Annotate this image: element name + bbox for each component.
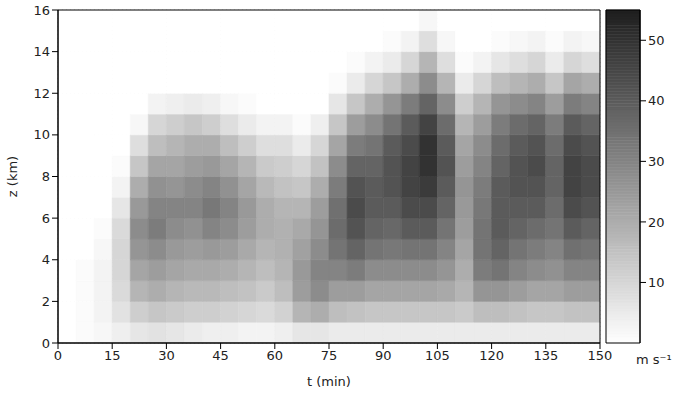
svg-text:2: 2 (42, 294, 50, 309)
svg-text:30: 30 (648, 154, 665, 169)
svg-text:90: 90 (375, 348, 392, 363)
svg-text:20: 20 (648, 215, 665, 230)
svg-text:14: 14 (33, 44, 50, 59)
svg-text:30: 30 (158, 348, 175, 363)
svg-text:50: 50 (648, 33, 665, 48)
svg-text:8: 8 (42, 169, 50, 184)
svg-text:45: 45 (212, 348, 229, 363)
svg-text:120: 120 (479, 348, 504, 363)
svg-text:15: 15 (104, 348, 121, 363)
svg-text:135: 135 (533, 348, 558, 363)
svg-text:40: 40 (648, 93, 665, 108)
svg-text:75: 75 (321, 348, 338, 363)
svg-text:t (min): t (min) (307, 374, 351, 389)
svg-text:0: 0 (54, 348, 62, 363)
svg-text:10: 10 (648, 275, 665, 290)
svg-text:z (km): z (km) (5, 156, 20, 197)
svg-text:12: 12 (33, 86, 50, 101)
html-text:m s⁻¹: m s⁻¹ (636, 352, 672, 367)
svg-text:4: 4 (42, 252, 50, 267)
svg-text:150: 150 (588, 348, 612, 363)
svg-text:0: 0 (42, 336, 50, 351)
svg-text:10: 10 (33, 127, 50, 142)
svg-text:60: 60 (267, 348, 284, 363)
svg-text:16: 16 (33, 3, 50, 18)
svg-text:105: 105 (425, 348, 450, 363)
svg-text:6: 6 (42, 211, 50, 226)
